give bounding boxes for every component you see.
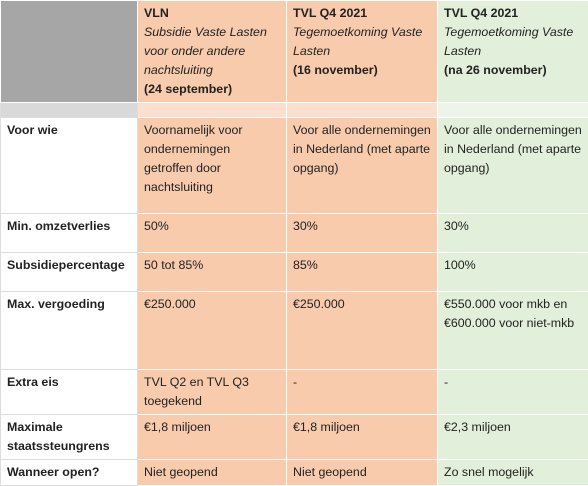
header-date: (na 26 november) — [444, 61, 582, 80]
cell: Voornamelijk voor ondernemingen getroffe… — [138, 118, 287, 214]
cell: €250.000 — [138, 292, 287, 370]
cell: - — [287, 370, 438, 415]
header-subtitle: Tegemoetkoming Vaste Lasten — [293, 23, 431, 61]
cell: Niet geopend — [138, 460, 287, 486]
cell: Niet geopend — [287, 460, 438, 486]
cell: Voor alle ondernemingen in Nederland (me… — [287, 118, 438, 214]
row-label: Maximale staatssteungrens — [1, 415, 138, 460]
header-title: TVL Q4 2021 — [293, 4, 431, 23]
cell: 85% — [287, 253, 438, 292]
table-row: Maximale staatssteungrens€1,8 miljoen€1,… — [1, 415, 588, 460]
header-subtitle: Subsidie Vaste Lasten voor onder andere … — [144, 23, 280, 80]
cell: 30% — [438, 214, 588, 253]
cell: 30% — [287, 214, 438, 253]
corner-cell — [1, 1, 138, 103]
blank-row — [1, 103, 588, 118]
cell: 50% — [138, 214, 287, 253]
cell: Voor alle ondernemingen in Nederland (me… — [438, 118, 588, 214]
row-label: Max. vergoeding — [1, 292, 138, 370]
cell: Zo snel mogelijk — [438, 460, 588, 486]
cell: €2,3 miljoen — [438, 415, 588, 460]
row-label: Voor wie — [1, 118, 138, 214]
cell — [1, 103, 138, 118]
row-label: Subsidiepercentage — [1, 253, 138, 292]
header-subtitle: Tegemoetkoming Vaste Lasten — [444, 23, 582, 61]
row-label: Wanneer open? — [1, 460, 138, 486]
cell — [438, 103, 588, 118]
row-label: Min. omzetverlies — [1, 214, 138, 253]
cell: €550.000 voor mkb en €600.000 voor niet-… — [438, 292, 588, 370]
cell: €250.000 — [287, 292, 438, 370]
cell: 50 tot 85% — [138, 253, 287, 292]
cell — [138, 103, 287, 118]
cell: €1,8 miljoen — [287, 415, 438, 460]
row-label: Extra eis — [1, 370, 138, 415]
header-title: TVL Q4 2021 — [444, 4, 582, 23]
cell: - — [438, 370, 588, 415]
header-date: (16 november) — [293, 61, 431, 80]
cell: 100% — [438, 253, 588, 292]
cell: TVL Q2 en TVL Q3 toegekend — [138, 370, 287, 415]
cell — [287, 103, 438, 118]
header-date: (24 september) — [144, 80, 280, 99]
cell: €1,8 miljoen — [138, 415, 287, 460]
table-row: Max. vergoeding€250.000€250.000€550.000 … — [1, 292, 588, 370]
header-title: VLN — [144, 4, 280, 23]
